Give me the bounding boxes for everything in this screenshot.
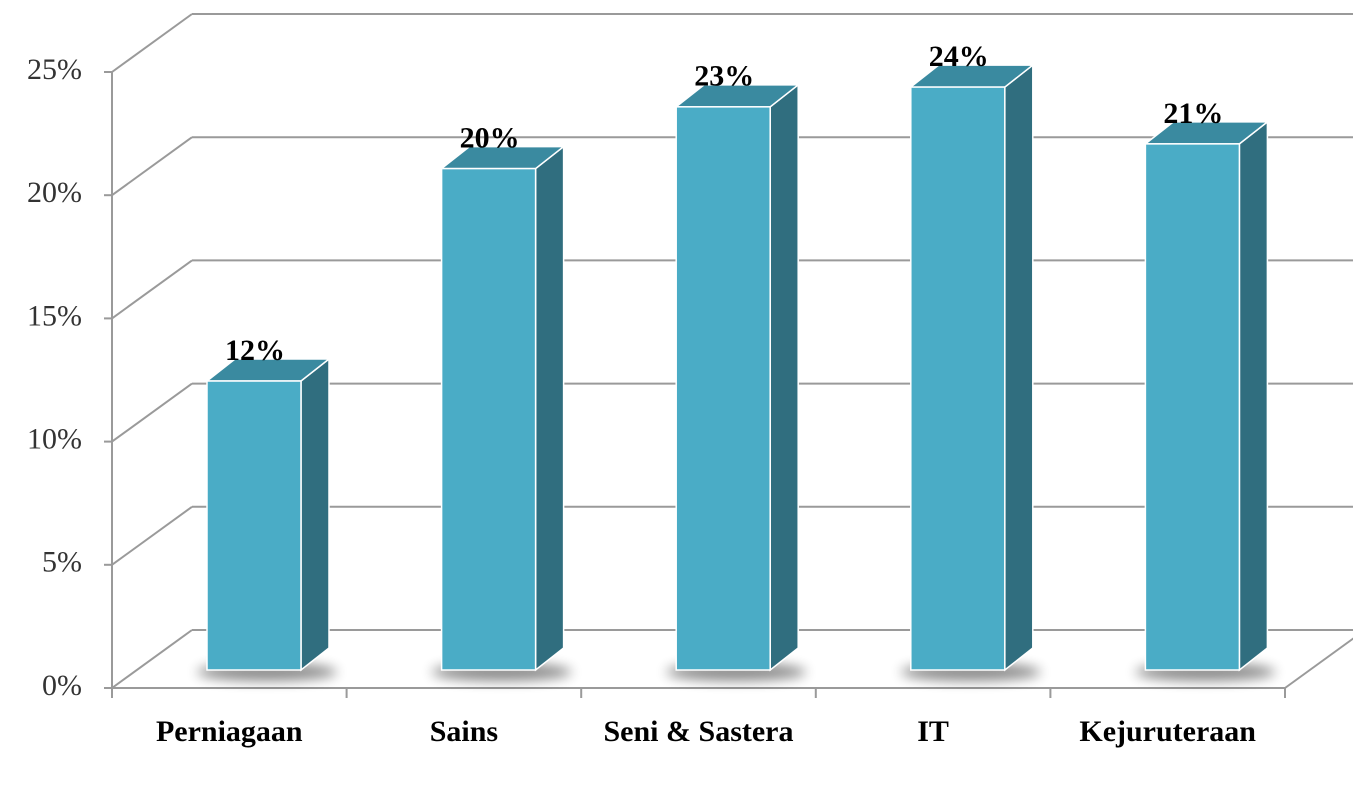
grid-line-side xyxy=(111,259,193,320)
value-label: 20% xyxy=(460,121,520,154)
floor-right xyxy=(1284,637,1353,689)
value-label: 24% xyxy=(929,40,989,73)
y-tick-label: 15% xyxy=(27,299,82,332)
bar xyxy=(1144,143,1241,671)
value-label: 12% xyxy=(225,334,285,367)
y-tick-label: 20% xyxy=(27,176,82,209)
x-tick-label: Perniagaan xyxy=(155,715,303,748)
bar xyxy=(910,86,1006,671)
bar xyxy=(440,167,537,671)
x-tick-label: Seni & Sastera xyxy=(603,715,794,748)
grid-line-side xyxy=(111,136,193,197)
bar-side xyxy=(1238,120,1269,672)
value-label: 23% xyxy=(694,60,754,93)
value-label: 21% xyxy=(1163,97,1223,130)
x-tick-label: IT xyxy=(917,715,949,748)
bar xyxy=(675,106,771,671)
y-tick-label: 0% xyxy=(42,669,82,702)
y-tick-label: 25% xyxy=(27,53,82,86)
y-tick-label: 10% xyxy=(27,422,82,455)
bar-side xyxy=(300,357,330,672)
bar-side xyxy=(1004,63,1034,672)
x-tick-label: Kejuruteraan xyxy=(1079,715,1256,748)
grid-line-side xyxy=(111,629,193,689)
grid-line-side xyxy=(111,505,193,566)
bar-side xyxy=(769,83,799,672)
grid-line-side xyxy=(111,382,193,443)
bar-side xyxy=(534,145,565,672)
x-tick-label: Sains xyxy=(429,715,499,748)
y-tick-label: 5% xyxy=(42,546,82,579)
bar xyxy=(206,380,302,671)
grid-line-side xyxy=(111,13,193,73)
